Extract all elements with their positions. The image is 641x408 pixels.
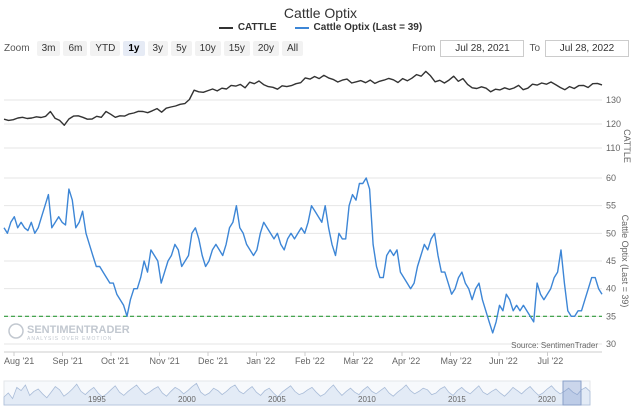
- x-tick-label: Nov '21: [150, 356, 180, 366]
- range-to-label: To: [529, 43, 540, 54]
- range-from-label: From: [412, 43, 436, 54]
- zoom-button-5y[interactable]: 5y: [171, 41, 192, 56]
- watermark-text: SENTIMENTRADER: [27, 324, 130, 336]
- zoom-label: Zoom: [4, 43, 30, 54]
- cattle-axis-title: CATTLE: [622, 129, 632, 163]
- zoom-button-10y[interactable]: 10y: [194, 41, 221, 56]
- legend-item-optix[interactable]: Cattle Optix (Last = 39): [294, 22, 423, 33]
- x-tick-label: Jan '22: [247, 356, 276, 366]
- x-tick-label: Feb '22: [295, 356, 325, 366]
- chart-title: Cattle Optix: [283, 5, 358, 21]
- navigator-label: 2005: [268, 395, 286, 404]
- x-tick-label: Apr '22: [392, 356, 420, 366]
- navigator-selection-handle: [562, 380, 582, 406]
- x-tick-label: Sep '21: [53, 356, 83, 366]
- watermark-logo-icon: [8, 323, 24, 339]
- chart-legend: CATTLE Cattle Optix (Last = 39): [0, 22, 641, 33]
- legend-swatch-optix: [294, 26, 309, 29]
- navigator-label: 2020: [538, 395, 556, 404]
- credits: Source: SentimenTrader: [511, 341, 598, 350]
- zoom-button-1y[interactable]: 1y: [123, 41, 145, 56]
- optix-tick-label: 55: [606, 201, 616, 211]
- optix-tick-label: 60: [606, 173, 616, 183]
- x-tick-label: Dec '21: [198, 356, 228, 366]
- optix-tick-label: 35: [606, 311, 616, 321]
- watermark-subtext: ANALYSIS OVER EMOTION: [27, 336, 112, 342]
- optix-axis-title: Cattle Optix (Last = 39): [620, 215, 630, 308]
- x-tick-label: Jul '22: [538, 356, 564, 366]
- range-from-input[interactable]: Jul 28, 2021: [440, 40, 525, 57]
- zoom-button-all[interactable]: All: [282, 41, 304, 56]
- zoom-button-3m[interactable]: 3m: [36, 41, 61, 56]
- navigator-label: 2015: [448, 395, 466, 404]
- optix-tick-label: 45: [606, 256, 616, 266]
- zoom-controls: Zoom 3m 6m YTD 1y 3y 5y 10y 15y 20y All: [4, 41, 304, 56]
- x-tick-label: Aug '21: [4, 356, 34, 366]
- zoom-button-6m[interactable]: 6m: [63, 41, 88, 56]
- navigator-series: [3, 382, 591, 406]
- legend-swatch-cattle: [218, 26, 233, 29]
- x-tick-label: May '22: [441, 356, 472, 366]
- date-range: From Jul 28, 2021 To Jul 28, 2022: [412, 40, 629, 57]
- x-tick-label: Mar '22: [344, 356, 374, 366]
- cattle-tick-label: 110: [606, 143, 620, 153]
- zoom-button-3y[interactable]: 3y: [147, 41, 169, 56]
- navigator-label: 1995: [88, 395, 106, 404]
- zoom-button-20y[interactable]: 20y: [252, 41, 279, 56]
- optix-tick-label: 30: [606, 339, 616, 349]
- x-tick-label: Oct '21: [101, 356, 129, 366]
- series-line-cattle: [3, 70, 603, 126]
- zoom-button-ytd[interactable]: YTD: [90, 41, 121, 56]
- legend-label-cattle: CATTLE: [237, 22, 277, 33]
- cattle-tick-label: 130: [606, 95, 621, 105]
- navigator-label: 2010: [358, 395, 376, 404]
- optix-tick-label: 50: [606, 228, 616, 238]
- zoom-button-15y[interactable]: 15y: [223, 41, 250, 56]
- range-to-input[interactable]: Jul 28, 2022: [545, 40, 629, 57]
- legend-item-cattle[interactable]: CATTLE: [218, 22, 277, 33]
- legend-label-optix: Cattle Optix (Last = 39): [313, 22, 423, 33]
- navigator-label: 2000: [178, 395, 196, 404]
- cattle-tick-label: 120: [606, 119, 621, 129]
- x-tick-label: Jun '22: [489, 356, 518, 366]
- optix-tick-label: 40: [606, 284, 616, 294]
- series-line-optix: [3, 177, 603, 334]
